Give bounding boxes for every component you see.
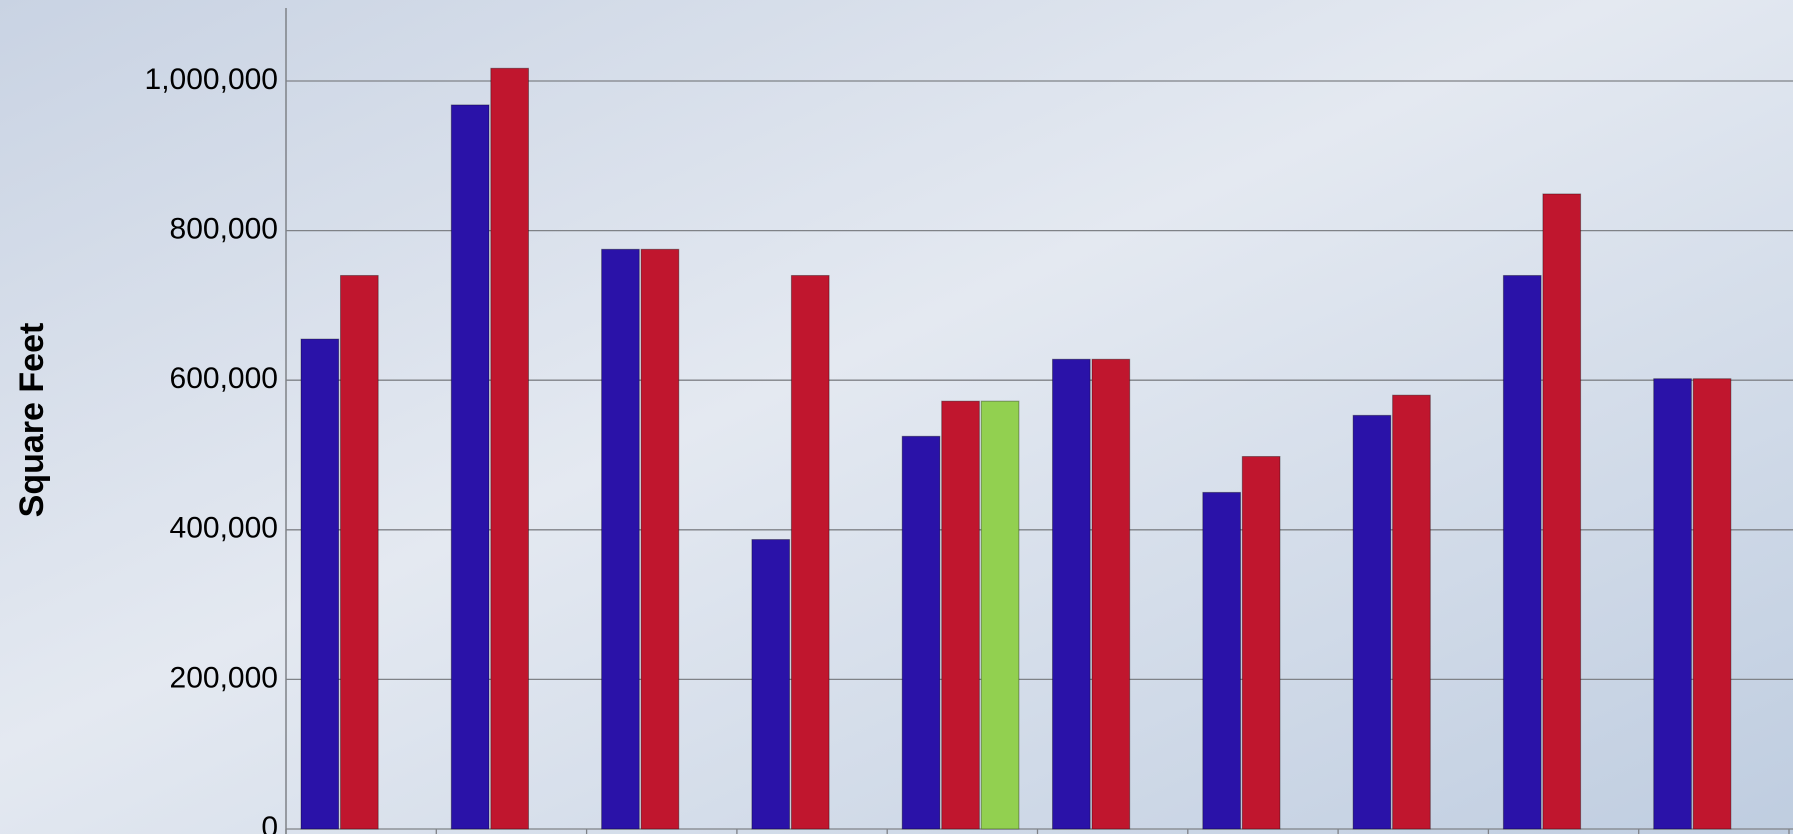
bar <box>1202 491 1242 830</box>
bar <box>340 274 379 830</box>
bar <box>601 248 640 830</box>
bar <box>490 67 529 830</box>
bar <box>1352 414 1392 830</box>
bar <box>941 400 980 830</box>
bar <box>1392 394 1431 830</box>
bar <box>1091 358 1131 830</box>
bar <box>1502 274 1542 830</box>
y-tick-label: 400,000 <box>170 512 278 545</box>
bar <box>1241 455 1281 830</box>
bar <box>1653 378 1692 830</box>
bar <box>300 338 340 830</box>
bar <box>980 400 1020 830</box>
bar <box>1052 358 1091 830</box>
y-tick-label: 600,000 <box>170 362 278 395</box>
bar <box>1542 193 1582 830</box>
y-tick-label: 800,000 <box>170 213 278 246</box>
bar <box>790 274 830 830</box>
y-tick-label: 200,000 <box>170 661 278 694</box>
y-axis-label: Square Feet <box>13 323 51 518</box>
y-tick-label: 1,000,000 <box>145 63 278 96</box>
bar <box>640 248 680 830</box>
y-tick-label: 0 <box>261 811 278 834</box>
bar <box>1692 378 1732 830</box>
bar <box>450 104 490 830</box>
bar <box>751 539 791 830</box>
bar <box>901 435 941 830</box>
